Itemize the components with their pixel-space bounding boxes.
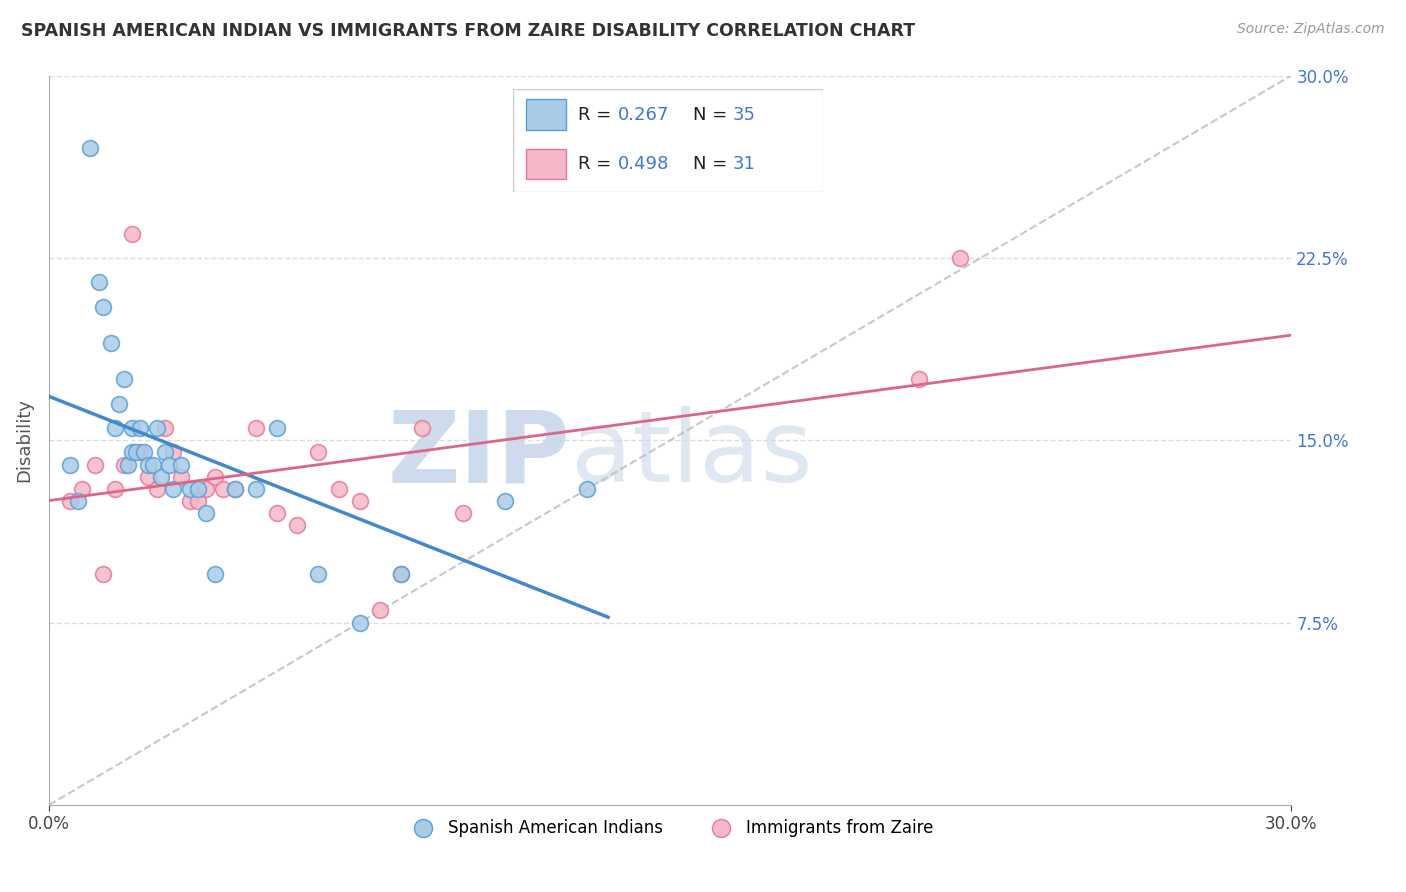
Point: [287, 518, 309, 533]
Point: [576, 482, 599, 496]
Point: [66, 494, 89, 508]
Point: [179, 482, 201, 496]
Point: [907, 372, 929, 386]
Point: [134, 445, 156, 459]
Text: R =: R =: [578, 106, 617, 124]
FancyBboxPatch shape: [526, 99, 565, 130]
Point: [204, 567, 226, 582]
FancyBboxPatch shape: [526, 149, 565, 179]
Text: N =: N =: [693, 106, 733, 124]
Point: [141, 458, 163, 472]
Text: 0.498: 0.498: [619, 155, 669, 173]
Text: 0.267: 0.267: [619, 106, 669, 124]
Point: [112, 458, 135, 472]
Point: [70, 482, 93, 496]
Point: [87, 275, 110, 289]
Point: [451, 506, 474, 520]
Point: [91, 567, 114, 582]
Text: N =: N =: [693, 155, 733, 173]
Y-axis label: Disability: Disability: [15, 398, 32, 483]
Point: [121, 227, 143, 241]
Point: [245, 482, 267, 496]
Point: [125, 445, 148, 459]
Point: [91, 300, 114, 314]
Point: [266, 506, 288, 520]
Legend: Spanish American Indians, Immigrants from Zaire: Spanish American Indians, Immigrants fro…: [399, 813, 941, 844]
Point: [187, 482, 209, 496]
Point: [79, 141, 101, 155]
Point: [121, 421, 143, 435]
Point: [157, 458, 180, 472]
Point: [307, 567, 329, 582]
Point: [349, 494, 371, 508]
Point: [59, 458, 82, 472]
Point: [145, 421, 167, 435]
Point: [138, 458, 160, 472]
Point: [112, 372, 135, 386]
FancyBboxPatch shape: [513, 89, 823, 192]
Point: [162, 445, 184, 459]
Point: [170, 458, 193, 472]
Point: [129, 445, 152, 459]
Point: [104, 421, 127, 435]
Point: [307, 445, 329, 459]
Point: [145, 482, 167, 496]
Point: [104, 482, 127, 496]
Point: [328, 482, 350, 496]
Point: [187, 494, 209, 508]
Point: [100, 336, 122, 351]
Point: [224, 482, 246, 496]
Point: [179, 494, 201, 508]
Text: ZIP: ZIP: [388, 407, 571, 503]
Point: [494, 494, 516, 508]
Point: [149, 469, 172, 483]
Point: [349, 615, 371, 630]
Point: [138, 469, 160, 483]
Point: [170, 469, 193, 483]
Point: [368, 603, 391, 617]
Point: [411, 421, 433, 435]
Text: SPANISH AMERICAN INDIAN VS IMMIGRANTS FROM ZAIRE DISABILITY CORRELATION CHART: SPANISH AMERICAN INDIAN VS IMMIGRANTS FR…: [21, 22, 915, 40]
Point: [108, 397, 131, 411]
Text: 31: 31: [733, 155, 755, 173]
Point: [117, 458, 139, 472]
Point: [83, 458, 105, 472]
Text: atlas: atlas: [571, 407, 813, 503]
Point: [195, 482, 218, 496]
Point: [266, 421, 288, 435]
Point: [195, 506, 218, 520]
Text: 35: 35: [733, 106, 756, 124]
Point: [162, 482, 184, 496]
Point: [389, 567, 412, 582]
Point: [949, 251, 972, 265]
Point: [224, 482, 246, 496]
Point: [245, 421, 267, 435]
Point: [389, 567, 412, 582]
Point: [204, 469, 226, 483]
Point: [153, 421, 176, 435]
Point: [212, 482, 235, 496]
Point: [153, 445, 176, 459]
Point: [121, 445, 143, 459]
Point: [129, 421, 152, 435]
Point: [59, 494, 82, 508]
Text: Source: ZipAtlas.com: Source: ZipAtlas.com: [1237, 22, 1385, 37]
Text: R =: R =: [578, 155, 617, 173]
